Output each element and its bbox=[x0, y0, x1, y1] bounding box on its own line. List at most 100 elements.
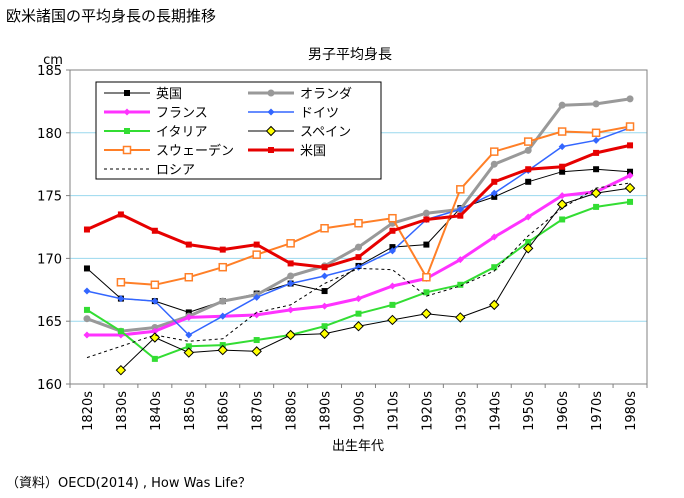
y-axis-unit-label: cm bbox=[43, 53, 63, 68]
data-point-spain bbox=[387, 314, 398, 326]
legend-label-usa: 米国 bbox=[300, 144, 326, 159]
y-tick-label: 175 bbox=[37, 190, 62, 205]
data-point-netherlands bbox=[355, 243, 362, 251]
x-tick-label: 1860s bbox=[217, 391, 232, 431]
data-point-spain bbox=[183, 347, 195, 358]
data-point-sweden bbox=[354, 218, 363, 228]
legend-label-russia: ロシア bbox=[156, 163, 195, 178]
data-point-france bbox=[558, 192, 566, 200]
data-point-france bbox=[388, 282, 396, 290]
x-tick-label: 1830s bbox=[115, 391, 130, 431]
data-point-uk bbox=[525, 178, 532, 185]
series-sweden bbox=[116, 122, 635, 290]
x-tick-label: 1930s bbox=[454, 391, 469, 431]
x-tick-label: 1840s bbox=[149, 391, 164, 431]
data-point-usa bbox=[389, 227, 396, 234]
legend-marker-sweden bbox=[122, 145, 132, 155]
data-point-italy bbox=[253, 337, 260, 344]
legend-label-italy: イタリア bbox=[156, 125, 207, 140]
legend-label-netherlands: オランダ bbox=[300, 87, 352, 102]
data-point-usa bbox=[593, 149, 600, 156]
data-point-spain bbox=[319, 328, 330, 339]
y-tick-label: 185 bbox=[37, 64, 62, 79]
data-point-usa bbox=[355, 254, 362, 261]
legend-label-germany: ドイツ bbox=[300, 106, 339, 121]
data-point-italy bbox=[321, 323, 328, 330]
data-point-germany bbox=[592, 136, 600, 144]
data-point-usa bbox=[117, 211, 124, 218]
data-point-italy bbox=[491, 264, 498, 271]
x-tick-label: 1980s bbox=[624, 391, 639, 431]
data-point-italy bbox=[559, 216, 566, 223]
data-point-netherlands bbox=[626, 95, 634, 103]
data-point-netherlands bbox=[219, 297, 227, 305]
data-point-italy bbox=[117, 328, 124, 335]
data-point-france bbox=[253, 311, 261, 319]
series-layer bbox=[83, 95, 636, 376]
series-uk bbox=[83, 166, 634, 316]
data-point-usa bbox=[525, 166, 532, 173]
data-point-netherlands bbox=[592, 100, 600, 108]
x-tick-label: 1880s bbox=[285, 391, 300, 431]
data-point-italy bbox=[389, 301, 396, 308]
data-point-usa bbox=[287, 260, 294, 267]
data-point-uk bbox=[83, 265, 90, 272]
data-point-usa bbox=[151, 227, 158, 234]
data-point-italy bbox=[151, 355, 158, 362]
data-point-spain bbox=[556, 199, 568, 210]
data-point-uk bbox=[185, 309, 192, 316]
data-point-france bbox=[151, 327, 159, 335]
data-point-sweden bbox=[591, 128, 601, 138]
data-point-sweden bbox=[116, 278, 126, 287]
data-point-usa bbox=[321, 264, 328, 271]
data-point-germany bbox=[456, 205, 464, 213]
series-line-uk bbox=[86, 168, 631, 313]
legend-label-france: フランス bbox=[156, 106, 208, 121]
data-point-france bbox=[626, 172, 634, 180]
data-point-sweden bbox=[252, 250, 261, 259]
data-point-uk bbox=[491, 193, 498, 200]
data-point-netherlands bbox=[524, 146, 532, 154]
x-axis: 1820s 1830s 1840s 1850s 1860s 1870s 1880s 1890s… bbox=[69, 384, 648, 431]
data-point-italy bbox=[355, 310, 362, 317]
x-tick-label: 1960s bbox=[556, 391, 571, 431]
data-point-spain bbox=[115, 364, 127, 376]
data-point-sweden bbox=[523, 137, 533, 146]
x-tick-label: 1890s bbox=[319, 391, 334, 431]
data-point-spain bbox=[285, 329, 296, 341]
data-point-germany bbox=[83, 287, 91, 295]
x-axis-label: 出生年代 bbox=[332, 439, 384, 454]
y-axis: 160 165 170 175 180 185 bbox=[37, 64, 70, 393]
data-point-germany bbox=[388, 247, 396, 255]
data-point-spain bbox=[489, 299, 500, 311]
data-point-netherlands bbox=[490, 160, 498, 168]
data-point-spain bbox=[455, 312, 466, 323]
data-point-usa bbox=[83, 226, 90, 233]
data-point-germany bbox=[253, 293, 261, 301]
data-point-italy bbox=[185, 343, 192, 350]
data-point-uk bbox=[627, 168, 634, 175]
page-title: 欧米諸国の平均身長の長期推移 bbox=[6, 7, 217, 25]
data-point-italy bbox=[593, 203, 600, 210]
data-point-uk bbox=[389, 244, 396, 251]
data-point-sweden bbox=[625, 122, 635, 131]
data-point-italy bbox=[83, 306, 90, 313]
data-point-italy bbox=[627, 198, 634, 205]
data-point-italy bbox=[457, 281, 464, 288]
series-line-spain bbox=[120, 187, 631, 371]
data-point-usa bbox=[253, 241, 260, 248]
data-point-spain bbox=[590, 187, 602, 199]
legend-label-spain: スペイン bbox=[300, 125, 351, 140]
legend-marker-italy bbox=[124, 128, 130, 134]
data-point-france bbox=[524, 213, 532, 221]
data-point-france bbox=[185, 313, 193, 321]
data-point-france bbox=[321, 302, 329, 310]
data-point-uk bbox=[321, 288, 328, 295]
data-point-sweden bbox=[286, 239, 295, 248]
data-point-germany bbox=[490, 189, 498, 197]
series-usa bbox=[83, 142, 634, 271]
x-tick-label: 1970s bbox=[590, 391, 605, 431]
data-point-usa bbox=[423, 216, 430, 223]
data-point-germany bbox=[219, 312, 227, 320]
